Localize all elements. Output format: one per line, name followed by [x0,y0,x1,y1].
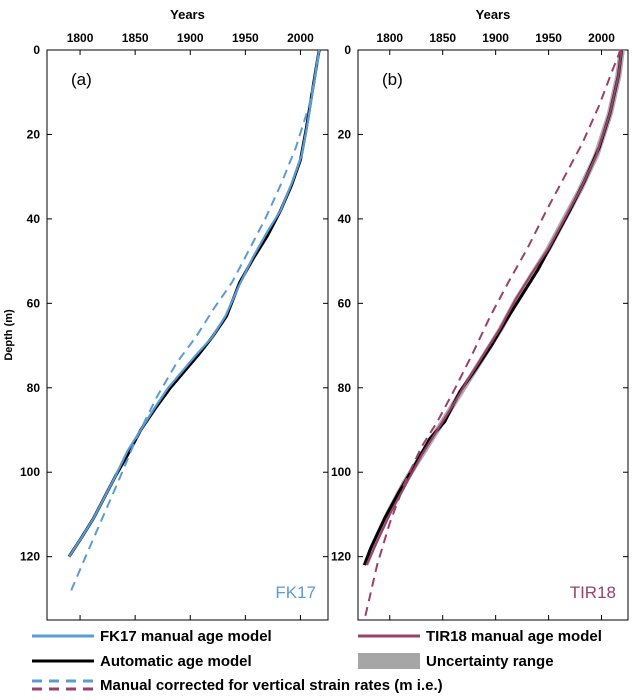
legend-swatch-corrected [32,679,94,691]
legend-item-fk17-manual: FK17 manual age model [32,626,272,646]
panel-b-ytick-label: 20 [338,127,352,141]
legend-item-automatic: Automatic age model [32,651,252,671]
panel-b-ytick-label: 0 [344,43,351,57]
panel-a-ytick-label: 80 [27,381,41,395]
legend-label-corrected: Manual corrected for vertical strain rat… [100,676,443,694]
legend-item-corrected: Manual corrected for vertical strain rat… [32,675,443,695]
panel-b-xtick-label: 1950 [535,31,562,45]
panel-a-core-label: FK17 [275,583,316,602]
panel-a-xtick-label: 1800 [67,31,94,45]
panel-a: 1800 1850 1900 1950 2000 0 20 40 60 80 100 120 Year… [3,7,329,621]
panel-b-xtick-label: 1850 [429,31,456,45]
panel-b-ytick-label: 60 [338,296,352,310]
panel-b-ticks: 1800 1850 1900 1950 2000 0 20 40 60 80 100 120 [331,31,628,620]
panel-a-ytick-label: 60 [27,296,41,310]
panel-b-core-label: TIR18 [570,583,616,602]
panel-a-ticks: 1800 1850 1900 1950 2000 0 20 40 60 80 100 120 [20,31,328,620]
panel-a-xtick-label: 1950 [232,31,259,45]
panel-a-ytick-label: 120 [20,550,40,564]
panel-b-ytick-label: 80 [338,381,352,395]
panel-a-xtick-label: 2000 [287,31,314,45]
panel-a-xtick-label: 1900 [177,31,204,45]
legend-swatch-fk17-manual [32,634,94,638]
panel-b-series [362,49,625,617]
panel-a-label: (a) [71,70,92,89]
legend-label-automatic: Automatic age model [100,652,252,670]
legend-item-uncertainty: Uncertainty range [358,651,554,671]
panel-a-frame [46,49,329,621]
panel-b-xlabel: Years [476,7,511,22]
panel-a-xlabel: Years [170,7,205,22]
panel-a-ytick-label: 40 [27,212,41,226]
panel-b-ytick-label: 100 [331,465,351,479]
legend-label-tir18-manual: TIR18 manual age model [426,627,602,645]
panel-b-label: (b) [382,70,403,89]
legend-swatch-automatic [32,659,94,663]
panel-a-ytick-label: 100 [20,465,40,479]
legend-label-fk17-manual: FK17 manual age model [100,627,272,645]
panel-a-ytick-label: 20 [27,127,41,141]
panel-a-series-corrected [70,49,321,591]
panel-b-xtick-label: 1800 [376,31,403,45]
legend-swatch-uncertainty [358,653,420,669]
panel-a-series-automatic [67,49,321,558]
panel-a-series-fk17-manual [68,49,321,558]
legend-item-tir18-manual: TIR18 manual age model [358,626,602,646]
legend-label-uncertainty: Uncertainty range [426,652,554,670]
panel-b-ytick-label: 120 [331,550,351,564]
panel-b-xtick-label: 1900 [482,31,509,45]
panel-a-xtick-label: 1850 [122,31,149,45]
panel-b: 1800 1850 1900 1950 2000 0 20 40 60 80 100 120 Year… [331,7,629,621]
legend-swatch-tir18-manual [358,634,420,638]
panel-b-series-tir18-manual [365,49,623,566]
panel-b-frame [357,49,629,621]
panel-b-xtick-label: 2000 [588,31,615,45]
figure: 1800 1850 1900 1950 2000 0 20 40 60 80 100 120 Year… [3,7,629,621]
panel-b-ytick-label: 40 [338,212,352,226]
panel-a-series [67,49,321,591]
legend: FK17 manual age model TIR18 manual age m… [0,622,640,700]
panel-b-series-corrected [364,49,622,617]
panel-a-ylabel: Depth (m) [3,309,15,361]
panel-a-ytick-label: 0 [33,43,40,57]
